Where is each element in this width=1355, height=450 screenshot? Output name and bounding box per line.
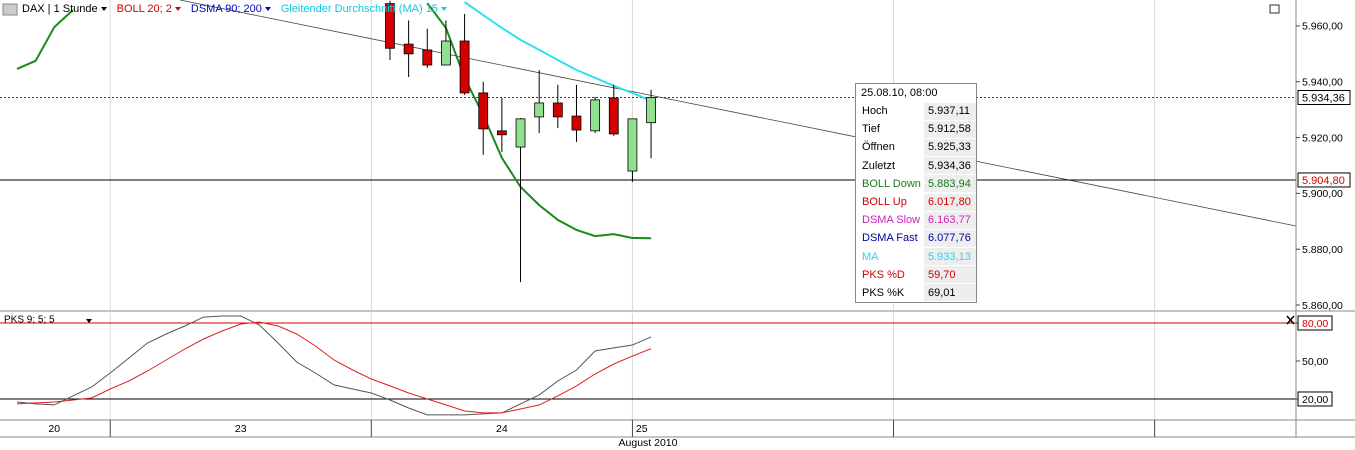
y-tick-label: 20,00: [1302, 394, 1328, 406]
tooltip-row: Zuletzt 5.934,36: [856, 157, 976, 175]
tooltip-value: 5.937,11: [924, 102, 976, 120]
indicator-selector[interactable]: DSMA 90; 200: [191, 3, 271, 15]
tooltip-value: 59,70: [924, 266, 976, 284]
y-tick-label: 5.860,00: [1302, 300, 1343, 312]
x-axis-label: August 2010: [619, 437, 678, 449]
tooltip-row: Öffnen 5.925,33: [856, 138, 976, 156]
candle-body: [403, 43, 414, 55]
y-tick-box: [1297, 315, 1333, 331]
tooltip: 25.08.10, 08:00 Hoch 5.937,11 Tief 5.912,58…: [855, 83, 977, 304]
y-tick-box: [1297, 391, 1333, 407]
tooltip-row: BOLL Up 6.017,80: [856, 193, 976, 211]
candle-body: [422, 49, 433, 66]
tooltip-row: PKS %D 59,70: [856, 266, 976, 284]
tooltip-row: DSMA Slow 6.163,77: [856, 211, 976, 229]
y-tick-label: 5.880,00: [1302, 244, 1343, 256]
tooltip-value: 5.934,36: [924, 157, 976, 175]
level-label-box: [1297, 89, 1351, 105]
oscillator-title[interactable]: PKS 9; 5; 5: [4, 315, 55, 326]
candle-body: [552, 102, 563, 118]
candle-body: [646, 97, 656, 124]
tooltip-row: MA 5.933,13: [856, 248, 976, 266]
level-label-box: [1297, 172, 1351, 188]
candle-body: [571, 115, 582, 131]
tooltip-label: Hoch: [862, 105, 888, 118]
tooltip-row: PKS %K 69,01: [856, 284, 976, 302]
tooltip-row: Hoch 5.937,11: [856, 102, 976, 120]
symbol-icon: [2, 3, 18, 16]
y-tick-label: 5.900,00: [1302, 188, 1343, 200]
x-tick-label: 20: [48, 423, 60, 435]
indicator-selector[interactable]: BOLL 20; 2: [117, 3, 181, 15]
toolbar: DAX | 1 Stunde BOLL 20; 2 DSMA 90; 200 Gle…: [22, 3, 447, 15]
series-line: [464, 1, 652, 102]
tooltip-label: BOLL Down: [862, 177, 921, 190]
candle-body: [441, 40, 451, 66]
candle-body: [590, 99, 601, 132]
indicator-selector[interactable]: Gleitender Durchschnitt (MA) 15: [281, 3, 447, 15]
tooltip-value: 69,01: [924, 284, 976, 302]
tooltip-value: 5.925,33: [924, 138, 976, 156]
oscillator-panel: [0, 315, 1296, 416]
tooltip-label: Zuletzt: [862, 159, 896, 172]
series-line: [16, 9, 74, 70]
series-line: [16, 321, 652, 414]
candle-body: [478, 92, 489, 130]
tooltip-label: DSMA Slow: [862, 214, 921, 227]
candle-body: [534, 102, 545, 118]
tooltip-value: 6.017,80: [924, 193, 976, 211]
tooltip-value: 5.912,58: [924, 120, 976, 138]
y-tick-label: 5.940,00: [1302, 77, 1343, 89]
tooltip-label: MA: [862, 250, 879, 263]
y-tick-label: 5.920,00: [1302, 132, 1343, 144]
x-tick-label: 25: [636, 423, 648, 435]
tooltip-row: DSMA Fast 6.077,76: [856, 229, 976, 247]
tooltip-label: PKS %D: [862, 268, 905, 281]
price-panel: [0, 0, 1296, 283]
level-label: 5.904,80: [1302, 175, 1345, 187]
tooltip-value: 5.933,13: [924, 248, 976, 266]
dropdown-arrow: [86, 319, 92, 323]
candle-body: [459, 40, 470, 94]
close-icon[interactable]: [1286, 315, 1295, 325]
tooltip-value: 5.883,94: [924, 175, 976, 193]
candle-body: [496, 130, 507, 136]
symbol-selector[interactable]: DAX | 1 Stunde: [22, 3, 107, 15]
tooltip-label: Tief: [862, 123, 880, 136]
tooltip-value: 6.077,76: [924, 229, 976, 247]
maximize-icon[interactable]: [1269, 4, 1280, 14]
candle-body: [608, 97, 619, 135]
tooltip-row: Tief 5.912,58: [856, 120, 976, 138]
y-tick-label: 5.960,00: [1302, 21, 1343, 33]
x-tick-label: 23: [235, 423, 247, 435]
series-line: [16, 315, 652, 416]
y-tick-label: 80,00: [1302, 318, 1328, 330]
level-label: 5.934,36: [1302, 92, 1345, 104]
candle-body: [515, 118, 526, 148]
x-tick-label: 24: [496, 423, 508, 435]
tooltip-label: Öffnen: [862, 141, 895, 154]
y-tick-label: 50,00: [1302, 356, 1328, 368]
tooltip-row: BOLL Down 5.883,94: [856, 175, 976, 193]
tooltip-label: DSMA Fast: [862, 232, 918, 245]
trendline: [179, 0, 1296, 227]
tooltip-label: PKS %K: [862, 286, 905, 299]
tooltip-title: 25.08.10, 08:00: [861, 87, 938, 99]
tooltip-value: 6.163,77: [924, 211, 976, 229]
tooltip-label: BOLL Up: [862, 196, 907, 209]
candle-body: [627, 118, 638, 172]
